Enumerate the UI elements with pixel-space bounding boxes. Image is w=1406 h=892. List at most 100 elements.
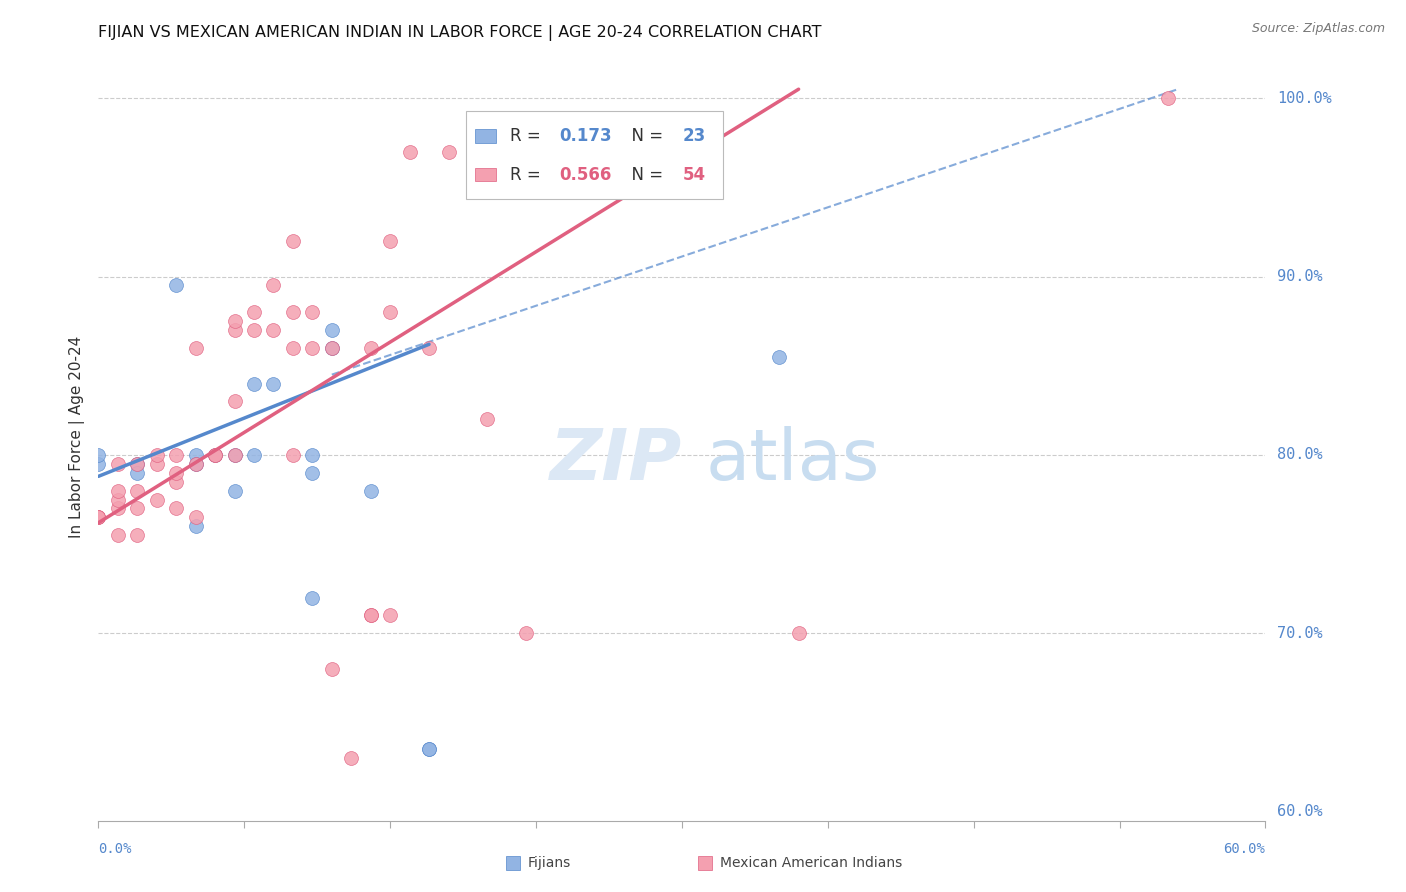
Text: 0.566: 0.566	[560, 166, 612, 184]
Point	[146, 448, 169, 462]
Text: 54: 54	[683, 166, 706, 184]
Point	[224, 394, 246, 409]
Point	[184, 519, 207, 533]
Point	[281, 234, 304, 248]
Text: 70.0%: 70.0%	[1277, 626, 1323, 640]
Point	[204, 448, 226, 462]
Text: N =: N =	[621, 166, 669, 184]
Point	[146, 457, 169, 471]
Point	[243, 448, 266, 462]
Point	[224, 448, 246, 462]
Point	[184, 448, 207, 462]
Point	[301, 341, 323, 355]
Point	[418, 742, 440, 756]
Point	[360, 483, 382, 498]
Point	[281, 305, 304, 319]
Point	[127, 457, 149, 471]
Text: FIJIAN VS MEXICAN AMERICAN INDIAN IN LABOR FORCE | AGE 20-24 CORRELATION CHART: FIJIAN VS MEXICAN AMERICAN INDIAN IN LAB…	[98, 25, 823, 41]
Point	[243, 376, 266, 391]
Point	[127, 457, 149, 471]
Point	[321, 662, 343, 676]
FancyBboxPatch shape	[475, 128, 496, 143]
Point	[398, 145, 420, 159]
Point	[477, 412, 499, 426]
Text: 0.0%: 0.0%	[98, 842, 132, 856]
Point	[224, 314, 246, 328]
Point	[107, 492, 129, 507]
Text: 60.0%: 60.0%	[1277, 805, 1323, 819]
Point	[321, 341, 343, 355]
Text: N =: N =	[621, 127, 669, 145]
Point	[301, 466, 323, 480]
Point	[127, 501, 149, 516]
Point	[127, 466, 149, 480]
Text: Fijians: Fijians	[527, 855, 571, 870]
Point	[321, 341, 343, 355]
Point	[127, 528, 149, 542]
Point	[321, 323, 343, 337]
Point	[360, 341, 382, 355]
Point	[127, 483, 149, 498]
Point	[243, 323, 266, 337]
Point	[107, 457, 129, 471]
Point	[107, 501, 129, 516]
Text: R =: R =	[510, 127, 547, 145]
Point	[418, 742, 440, 756]
Text: ZIP: ZIP	[550, 425, 682, 494]
Point	[184, 457, 207, 471]
Point	[380, 305, 402, 319]
Point	[243, 305, 266, 319]
Point	[380, 234, 402, 248]
Point	[87, 448, 110, 462]
Point	[418, 341, 440, 355]
Point	[437, 145, 460, 159]
Point	[87, 510, 110, 524]
Point	[1157, 91, 1180, 105]
Point	[262, 323, 284, 337]
Point	[224, 483, 246, 498]
Text: 90.0%: 90.0%	[1277, 269, 1323, 284]
Point	[165, 466, 187, 480]
Point	[184, 457, 207, 471]
Point	[262, 278, 284, 293]
Point	[301, 448, 323, 462]
Text: atlas: atlas	[706, 425, 880, 494]
Point	[301, 591, 323, 605]
Point	[787, 626, 810, 640]
Point	[301, 305, 323, 319]
Point	[165, 278, 187, 293]
Text: 100.0%: 100.0%	[1277, 91, 1331, 105]
Point	[281, 448, 304, 462]
Point	[107, 528, 129, 542]
Point	[165, 501, 187, 516]
Point	[360, 608, 382, 623]
Text: 23: 23	[683, 127, 706, 145]
Point	[340, 751, 363, 765]
FancyBboxPatch shape	[465, 112, 723, 199]
Point	[146, 492, 169, 507]
Point	[515, 626, 537, 640]
Text: Mexican American Indians: Mexican American Indians	[720, 855, 903, 870]
Point	[87, 510, 110, 524]
Point	[768, 350, 790, 364]
Point	[87, 510, 110, 524]
Point	[360, 608, 382, 623]
Point	[165, 475, 187, 489]
Point	[87, 457, 110, 471]
Point	[380, 608, 402, 623]
Point	[262, 376, 284, 391]
Point	[204, 448, 226, 462]
Point	[224, 448, 246, 462]
Point	[204, 448, 226, 462]
Text: 80.0%: 80.0%	[1277, 448, 1323, 462]
Text: R =: R =	[510, 166, 547, 184]
Point	[184, 510, 207, 524]
Point	[165, 448, 187, 462]
Y-axis label: In Labor Force | Age 20-24: In Labor Force | Age 20-24	[69, 336, 84, 538]
Text: 0.173: 0.173	[560, 127, 612, 145]
Point	[107, 483, 129, 498]
Point	[281, 341, 304, 355]
Point	[184, 341, 207, 355]
FancyBboxPatch shape	[475, 168, 496, 181]
Point	[224, 323, 246, 337]
